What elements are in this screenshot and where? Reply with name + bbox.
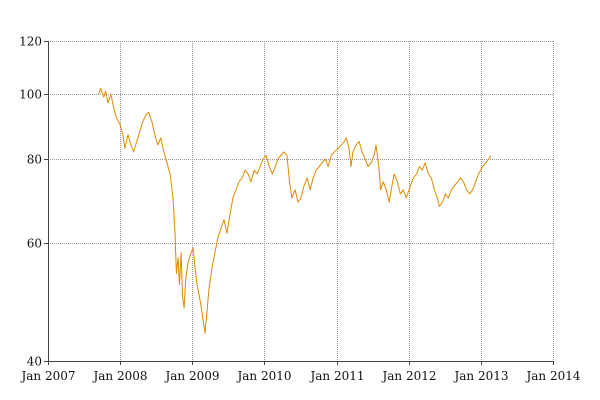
x-tick-label: Jan 2013 bbox=[452, 369, 508, 383]
y-tick-label: 60 bbox=[27, 237, 42, 251]
y-tick-label: 80 bbox=[27, 153, 42, 167]
x-tick-labels: Jan 2007 Jan 2008 Jan 2009 Jan 2010 Jan 2011… bbox=[19, 369, 580, 383]
series-line bbox=[98, 87, 492, 334]
x-tick-label: Jan 2007 bbox=[19, 369, 75, 383]
series-group bbox=[98, 87, 492, 334]
x-tick-label: Jan 2008 bbox=[91, 369, 147, 383]
y-tick-labels: 40 60 80 100 120 bbox=[19, 35, 42, 369]
y-tick-label: 120 bbox=[19, 35, 42, 49]
axes bbox=[44, 41, 554, 365]
y-tick-label: 40 bbox=[27, 355, 42, 369]
x-tick-label: Jan 2014 bbox=[524, 369, 580, 383]
x-tick-label: Jan 2012 bbox=[380, 369, 436, 383]
y-tick-label: 100 bbox=[19, 88, 42, 102]
x-tick-label: Jan 2009 bbox=[163, 369, 219, 383]
x-tick-label: Jan 2010 bbox=[235, 369, 291, 383]
x-tick-label: Jan 2011 bbox=[308, 369, 364, 383]
grid-lines bbox=[48, 41, 554, 361]
